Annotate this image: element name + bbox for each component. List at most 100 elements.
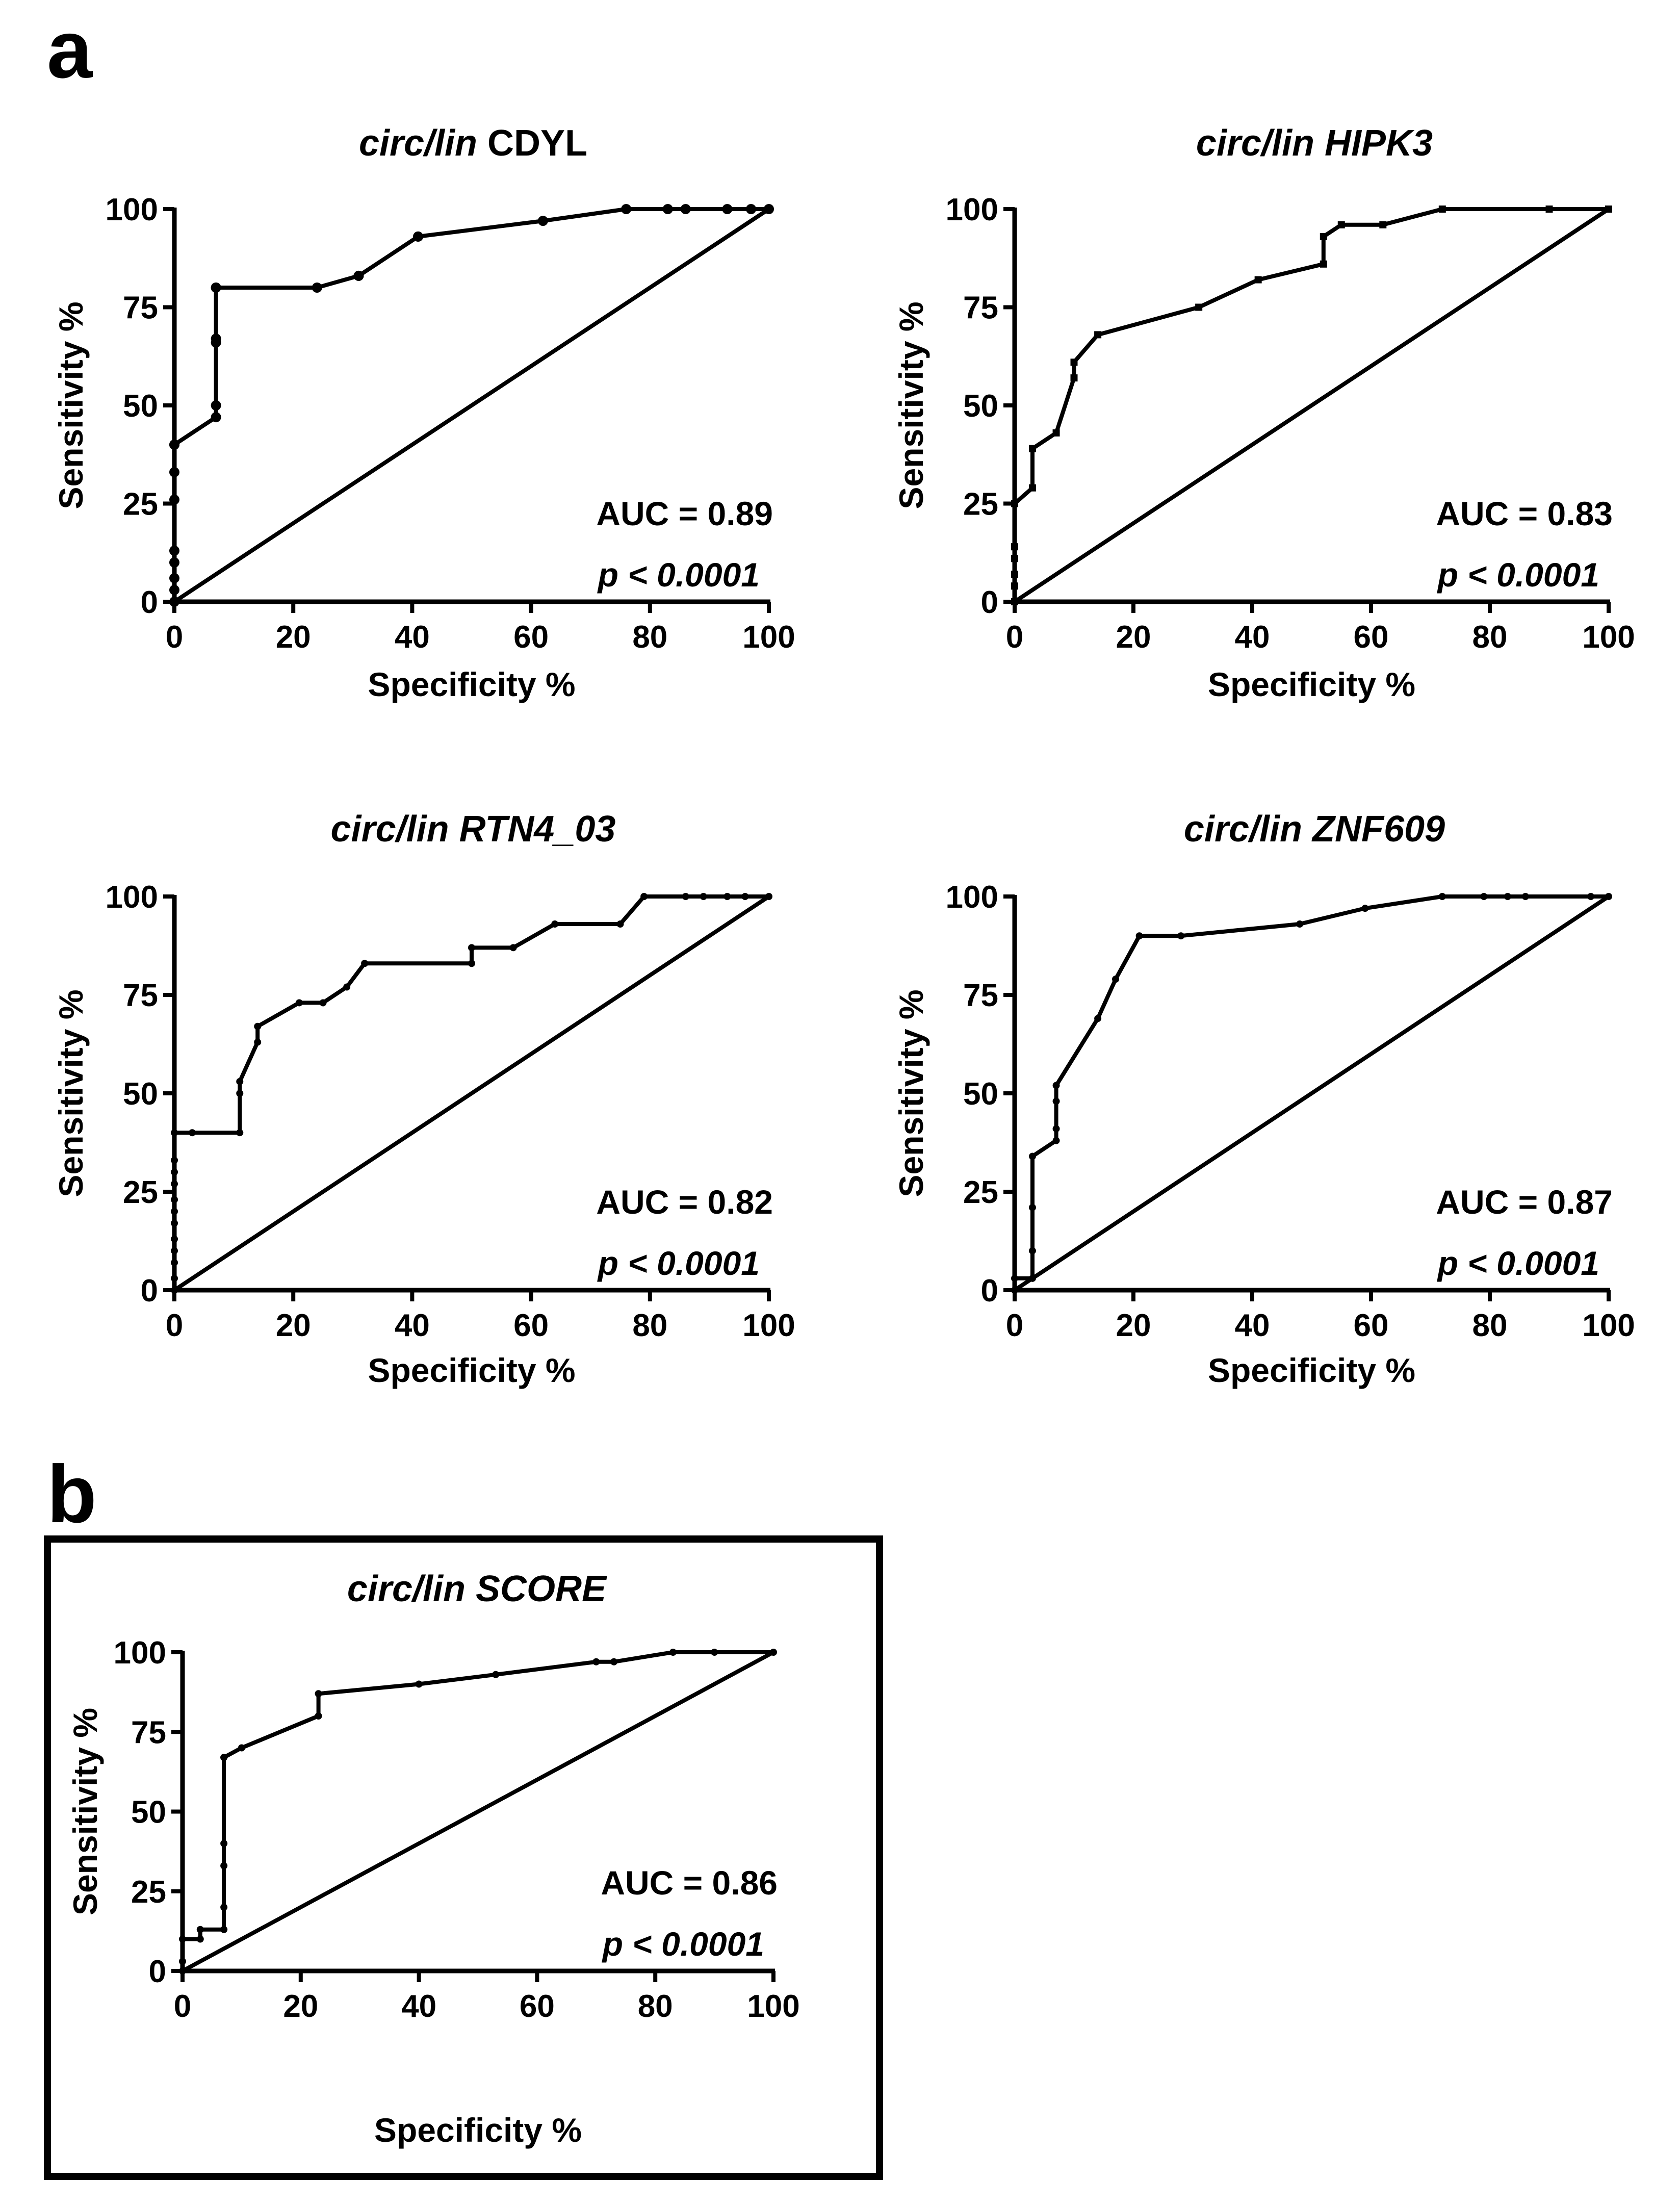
roc-point — [1521, 893, 1529, 900]
roc-point — [238, 1744, 245, 1752]
chart-rtn4: circ/lin RTN4_03 0 20 40 60 80 100 0 25 50 75 100 Sp… — [52, 809, 795, 1389]
roc-point — [700, 893, 707, 900]
chart-title-italic: circ/lin — [1196, 123, 1314, 164]
y-tick-label: 0 — [981, 585, 998, 620]
roc-point — [179, 1958, 186, 1965]
x-tick-label: 20 — [283, 1989, 318, 2024]
chart-title-italic: circ/lin — [1184, 809, 1302, 850]
roc-point — [1605, 206, 1612, 213]
roc-point — [1177, 932, 1185, 940]
roc-point — [1011, 571, 1018, 578]
roc-point — [1545, 206, 1553, 213]
y-tick-label: 0 — [981, 1273, 998, 1309]
roc-point — [1011, 582, 1018, 590]
panel-a-label: a — [47, 4, 93, 95]
roc-point — [537, 216, 548, 226]
panel-b-label: b — [47, 1448, 97, 1540]
chart-title: circ/lin SCORE — [347, 1569, 607, 1609]
roc-point — [179, 1935, 186, 1943]
roc-point — [1094, 331, 1102, 339]
roc-point — [343, 983, 351, 991]
y-tick-label: 100 — [946, 880, 998, 915]
roc-point — [196, 1935, 204, 1943]
roc-point — [1605, 893, 1612, 900]
reference-line — [173, 207, 770, 604]
y-tick-label: 75 — [963, 978, 998, 1013]
y-tick-label: 0 — [149, 1954, 166, 1989]
chart-title-gene: HIPK3 — [1314, 123, 1433, 164]
y-tick-label: 50 — [963, 389, 998, 424]
roc-point — [1011, 500, 1018, 507]
roc-point — [1320, 260, 1327, 268]
roc-point — [1361, 905, 1369, 912]
roc-point — [1028, 484, 1036, 492]
roc-point — [770, 1649, 777, 1656]
chart-title-gene: CDYL — [477, 123, 587, 164]
panel-b-frame — [44, 1535, 883, 2180]
chart-title-italic: circ/lin SCORE — [347, 1569, 607, 1609]
roc-point — [171, 1129, 178, 1137]
y-tick-label: 0 — [141, 585, 158, 620]
roc-point — [196, 1926, 204, 1933]
roc-point — [1094, 1015, 1102, 1022]
roc-point — [662, 204, 673, 214]
roc-point — [1011, 555, 1018, 562]
roc-point — [621, 204, 632, 214]
roc-point — [211, 412, 221, 423]
roc-point — [169, 494, 179, 505]
roc-point — [169, 557, 179, 568]
roc-point — [171, 1247, 178, 1254]
roc-point — [171, 1287, 178, 1294]
chart-title: circ/lin RTN4_03 — [331, 809, 616, 850]
roc-point — [468, 960, 475, 967]
roc-point — [171, 1219, 178, 1227]
roc-point — [1052, 1125, 1060, 1133]
roc-point — [220, 1840, 228, 1847]
roc-point — [315, 1712, 322, 1720]
roc-point — [1052, 429, 1060, 437]
roc-point — [171, 1180, 178, 1188]
roc-point — [1438, 206, 1446, 213]
x-axis-label: Specificity % — [1208, 1351, 1415, 1389]
x-tick-label: 60 — [513, 1308, 549, 1343]
roc-point — [169, 467, 179, 477]
y-tick-label: 100 — [114, 1635, 166, 1671]
y-tick-label: 50 — [963, 1077, 998, 1112]
x-tick-label: 80 — [638, 1989, 673, 2024]
roc-point — [361, 960, 369, 967]
y-tick-label: 75 — [963, 291, 998, 326]
reference-line — [182, 1650, 774, 1973]
chart-znf609: circ/lin ZNF609 0 20 40 60 80 100 0 25 50 75 100 Spe… — [892, 809, 1635, 1389]
roc-point — [1011, 1287, 1018, 1294]
y-axis-label: Sensitivity % — [52, 989, 90, 1197]
roc-point — [610, 1658, 618, 1665]
roc-point — [1028, 1274, 1036, 1282]
chart-title: circ/lin HIPK3 — [1196, 123, 1433, 164]
y-tick-label: 100 — [106, 192, 158, 227]
auc-label: AUC = 0.87 — [1436, 1183, 1613, 1221]
chart-title-gene: RTN4_03 — [449, 809, 616, 850]
p-value-label: p < 0.0001 — [597, 556, 760, 594]
x-axis-label: Specificity % — [368, 665, 575, 703]
roc-point — [1587, 893, 1595, 900]
reference-line — [1013, 894, 1610, 1292]
roc-point — [353, 270, 364, 281]
roc-point — [1504, 893, 1511, 900]
roc-point — [1011, 1274, 1018, 1282]
roc-point — [1296, 920, 1304, 928]
roc-point — [1052, 1137, 1060, 1144]
roc-point — [254, 1038, 262, 1046]
roc-point — [220, 1862, 228, 1869]
x-tick-label: 0 — [1006, 620, 1023, 655]
roc-point — [1028, 445, 1036, 452]
roc-point — [171, 1259, 178, 1266]
chart-title-italic: circ/lin — [359, 123, 477, 164]
p-value-label: p < 0.0001 — [1437, 1244, 1599, 1282]
roc-point — [236, 1078, 244, 1085]
roc-point — [1070, 374, 1078, 382]
x-tick-label: 100 — [742, 620, 795, 655]
roc-point — [509, 944, 517, 952]
y-tick-label: 25 — [131, 1875, 166, 1910]
roc-point — [1320, 233, 1327, 240]
roc-point — [492, 1671, 500, 1678]
